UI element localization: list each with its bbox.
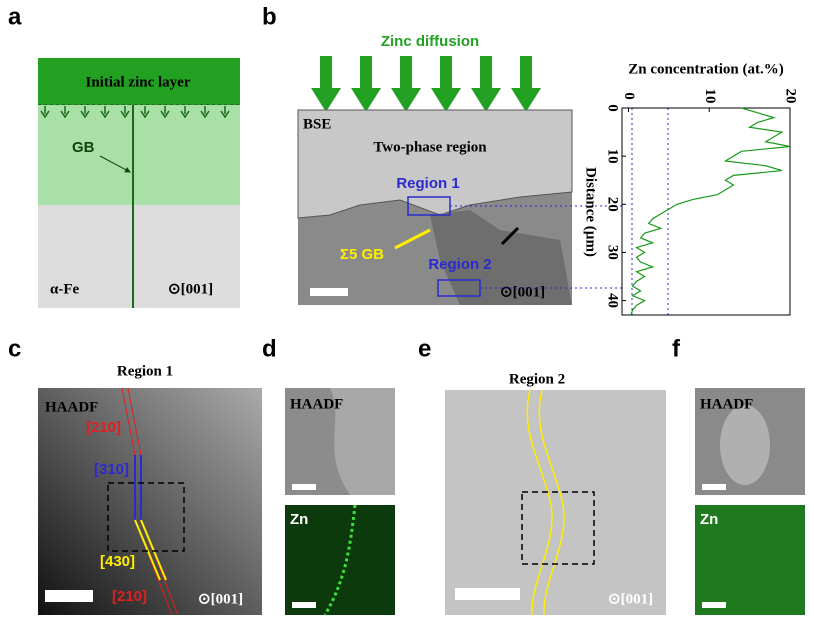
orientation: ⊙[001]: [608, 591, 653, 607]
arrow: [120, 106, 130, 119]
plot-frame: [621, 107, 791, 316]
zinc-layer: [38, 58, 240, 105]
zoom-box: [107, 482, 185, 552]
panel-label: c: [8, 335, 21, 362]
scale-bar: [455, 588, 520, 600]
arrow: [100, 106, 110, 119]
arrow: [220, 106, 230, 119]
scale-bar: [702, 602, 726, 608]
mode-label: HAADF: [700, 396, 753, 412]
diffusion-zone: [38, 105, 240, 205]
y-axis-label: Distance (µm): [583, 167, 599, 257]
plane-label: [430]: [100, 553, 135, 570]
arrow: [60, 106, 70, 119]
y-tick-label: 10: [605, 149, 621, 164]
arrow: [40, 106, 50, 119]
phase-label: α-Fe: [50, 281, 80, 297]
arrow: [140, 106, 150, 119]
y-tick-label: 0: [605, 104, 621, 112]
y-tick-label: 40: [605, 293, 621, 308]
panel-label: a: [8, 3, 22, 30]
substrate: [38, 205, 240, 308]
scale-bar: [702, 484, 726, 490]
scale-bar: [310, 288, 348, 296]
plane-label: [210]: [86, 419, 121, 436]
pointer: [394, 228, 431, 250]
plane-label: [310]: [94, 461, 129, 478]
y-tick-label: 20: [605, 197, 621, 212]
chart-title: Zn concentration (at.%): [628, 61, 783, 77]
boundary-trace: [140, 519, 167, 581]
x-tick-label: 20: [783, 89, 799, 104]
orientation: ⊙[001]: [500, 284, 545, 300]
micrograph: [38, 388, 262, 615]
gb-label: GB: [72, 139, 95, 156]
title: Region 1: [117, 363, 173, 379]
element-label: Zn: [700, 511, 718, 528]
grain: [330, 388, 395, 495]
scale-bar: [45, 590, 93, 602]
plane-label: [210]: [112, 588, 147, 605]
arrow: [471, 56, 501, 112]
profile-line: [630, 107, 791, 316]
scale-bar: [292, 484, 316, 490]
mode-label: HAADF: [45, 399, 98, 415]
arrows: [40, 106, 230, 119]
panel-label: e: [418, 335, 431, 362]
grain: [720, 405, 770, 485]
arrow: [180, 106, 190, 119]
map: [285, 505, 395, 615]
x-tick-label: 10: [702, 89, 718, 104]
mode-label: BSE: [303, 116, 331, 132]
arrow: [160, 106, 170, 119]
panel-label: d: [262, 335, 277, 362]
boundary-trace: [538, 389, 565, 616]
y-tick-label: 30: [605, 245, 621, 260]
panel-label: f: [672, 335, 681, 362]
zoom-box: [521, 491, 595, 565]
region-label: Two-phase region: [373, 139, 487, 155]
micrograph: [445, 390, 666, 615]
x-tick-label: 0: [621, 92, 637, 100]
region1-label: Region 1: [396, 175, 459, 192]
arrows: [311, 56, 541, 112]
boundary-trace: [526, 389, 553, 616]
title: Zinc diffusion: [381, 33, 479, 50]
title: Region 2: [509, 371, 565, 387]
arrow: [351, 56, 381, 112]
arrow: [200, 106, 210, 119]
grain: [430, 210, 572, 305]
gb-label: Σ5 GB: [340, 246, 384, 263]
mode-label: HAADF: [290, 396, 343, 412]
panel-label: b: [262, 3, 277, 30]
profile-plot: Zn concentration (at.%) 0 10 20 0 10 20 30 40 Dis…: [583, 61, 799, 316]
arrow: [391, 56, 421, 112]
region2-label: Region 2: [428, 256, 491, 273]
arrow: [311, 56, 341, 112]
boundary-trace: [134, 519, 161, 581]
pointer: [99, 155, 131, 173]
pointer: [500, 226, 520, 246]
element-label: Zn: [290, 511, 308, 528]
orientation: ⊙[001]: [198, 591, 243, 607]
scale-bar: [292, 602, 316, 608]
arrow: [431, 56, 461, 112]
zn-trace: [323, 504, 357, 616]
layer-label: Initial zinc layer: [86, 74, 191, 90]
orientation: ⊙[001]: [168, 281, 213, 297]
arrow: [511, 56, 541, 112]
map: [695, 505, 805, 615]
arrow: [80, 106, 90, 119]
